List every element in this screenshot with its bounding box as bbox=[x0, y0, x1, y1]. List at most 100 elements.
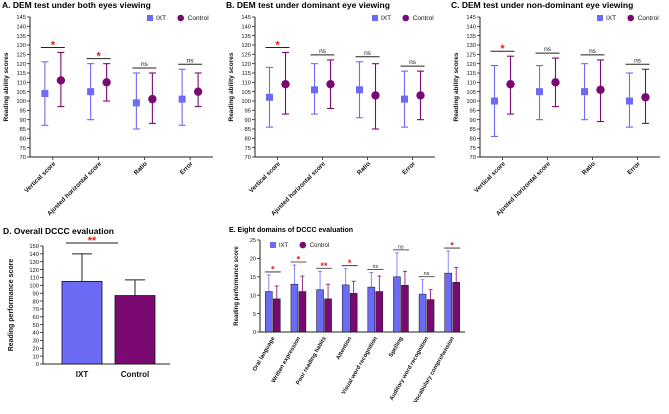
e-bar-control bbox=[401, 285, 409, 333]
b-significance-label: ns bbox=[409, 59, 417, 66]
e-y-tick-label: 10 bbox=[250, 293, 256, 299]
b-y-tick-label: 130 bbox=[241, 43, 251, 49]
a-significance-label: * bbox=[51, 39, 56, 51]
a-y-tick-label: 85 bbox=[20, 127, 26, 133]
a-y-tick-label: 100 bbox=[16, 99, 26, 105]
b-significance-label: * bbox=[275, 39, 280, 51]
c-point-control bbox=[641, 93, 650, 102]
b-y-tick-label: 120 bbox=[241, 62, 251, 68]
c-point-control bbox=[551, 78, 560, 87]
c-y-tick-label: 95 bbox=[470, 109, 476, 115]
a-y-tick-label: 95 bbox=[20, 109, 26, 115]
b-point-control bbox=[326, 80, 335, 89]
b-point-control bbox=[281, 80, 290, 89]
a-y-tick-label: 110 bbox=[17, 81, 26, 87]
a-y-tick-label: 115 bbox=[17, 71, 26, 77]
d-y-tick-label: 20 bbox=[33, 346, 39, 352]
b-legend-label-control: Control bbox=[413, 15, 435, 22]
b-y-tick-label: 105 bbox=[241, 90, 251, 96]
b-y-tick-label: 90 bbox=[245, 118, 251, 124]
d-y-tick-label: 50 bbox=[33, 323, 39, 329]
e-significance-label: ns bbox=[398, 244, 404, 250]
b-y-tick-label: 80 bbox=[245, 137, 251, 143]
c-y-tick-label: 120 bbox=[466, 62, 476, 68]
e-y-axis-label: Reading performance score bbox=[234, 246, 240, 326]
a-x-tick-label: Error bbox=[179, 160, 195, 176]
e-x-tick-label: Poor reading habits bbox=[295, 336, 327, 386]
b-legend-label-ixt: IXT bbox=[381, 15, 391, 22]
c-point-ixt bbox=[626, 97, 633, 105]
d-y-tick-label: 40 bbox=[33, 331, 39, 337]
e-significance-label: * bbox=[271, 264, 275, 274]
e-y-tick-label: 20 bbox=[250, 257, 256, 263]
b-y-tick-label: 145 bbox=[241, 15, 251, 21]
c-significance-label: ns bbox=[634, 57, 642, 64]
c-legend-marker-ixt bbox=[597, 15, 603, 21]
e-legend-marker-control bbox=[299, 241, 307, 249]
b-point-ixt bbox=[401, 95, 408, 103]
c-y-tick-label: 75 bbox=[470, 146, 476, 152]
b-legend-marker-control bbox=[402, 14, 410, 22]
d-y-tick-label: 150 bbox=[29, 244, 39, 250]
a-significance-label: ns bbox=[187, 57, 195, 64]
c-y-tick-label: 80 bbox=[470, 137, 476, 143]
e-legend-label-ixt: IXT bbox=[279, 243, 289, 249]
c-legend-label-control: Control bbox=[638, 15, 660, 22]
e-significance-label: * bbox=[297, 255, 301, 265]
c-y-tick-label: 145 bbox=[466, 15, 476, 21]
a-legend-marker-control bbox=[177, 14, 184, 22]
a-y-tick-label: 105 bbox=[16, 90, 26, 96]
d-y-tick-label: 110 bbox=[30, 276, 39, 282]
d-y-axis-label: Reading performance score bbox=[8, 259, 15, 352]
d-y-tick-label: 60 bbox=[33, 315, 39, 321]
c-y-tick-label: 110 bbox=[467, 81, 476, 87]
b-y-tick-label: 70 bbox=[245, 155, 251, 161]
e-x-tick-label: Attention bbox=[336, 336, 354, 361]
d-y-tick-label: 0 bbox=[36, 362, 39, 368]
b-significance-label: ns bbox=[364, 50, 372, 57]
a-x-tick-label: Ratio bbox=[133, 160, 149, 176]
a-point-control bbox=[193, 87, 203, 96]
d-x-tick-label: Control bbox=[121, 370, 149, 379]
panel-c-title: C. DEM test under non-dominant eye viewi… bbox=[451, 0, 633, 10]
c-significance-label: ns bbox=[544, 46, 552, 53]
panel-e-bar-chart: E. Eight domains of DCCC evaluation 0 5 10… bbox=[229, 227, 465, 404]
b-point-control bbox=[416, 91, 425, 100]
a-point-ixt bbox=[87, 88, 95, 96]
c-legend-marker-control bbox=[627, 14, 634, 22]
c-y-tick-label: 115 bbox=[467, 71, 476, 77]
a-point-ixt bbox=[132, 99, 140, 107]
b-x-tick-label: Error bbox=[401, 160, 417, 176]
b-point-ixt bbox=[311, 86, 318, 94]
a-x-tick-label: Vertical score bbox=[23, 160, 57, 194]
a-y-tick-label: 145 bbox=[16, 15, 26, 21]
d-y-tick-label: 80 bbox=[33, 299, 39, 305]
c-y-tick-label: 140 bbox=[466, 25, 476, 31]
c-y-tick-label: 130 bbox=[466, 43, 476, 49]
e-bar-control bbox=[349, 293, 358, 333]
a-point-ixt bbox=[178, 95, 186, 103]
panel-a-title: A. DEM test under both eyes viewing bbox=[2, 0, 151, 10]
e-y-tick-label: 5 bbox=[253, 312, 256, 318]
d-y-tick-label: 100 bbox=[29, 284, 39, 290]
e-bar-ixt bbox=[367, 286, 376, 333]
d-x-tick-label: IXT bbox=[76, 370, 89, 379]
panel-d-bar-chart: D. Overall DCCC evaluation 0102030405060… bbox=[3, 226, 170, 379]
a-y-tick-label: 75 bbox=[20, 146, 26, 152]
a-x-tick-label: Ajusted horizontal score bbox=[46, 160, 103, 217]
b-legend-marker-ixt bbox=[372, 15, 378, 21]
e-x-tick-label: Oral language bbox=[252, 335, 277, 372]
c-y-tick-label: 100 bbox=[466, 99, 476, 105]
e-bar-ixt bbox=[265, 291, 273, 333]
e-bar-control bbox=[452, 282, 460, 333]
b-x-tick-label: Ratio bbox=[356, 160, 372, 176]
d-bar-ixt bbox=[61, 280, 103, 365]
c-y-tick-label: 70 bbox=[470, 155, 476, 161]
b-y-tick-label: 85 bbox=[245, 127, 251, 133]
a-y-tick-label: 120 bbox=[16, 62, 26, 68]
panel-e-title: E. Eight domains of DCCC evaluation bbox=[229, 227, 353, 234]
e-y-tick-label: 15 bbox=[250, 275, 256, 281]
e-significance-label: ** bbox=[321, 261, 329, 271]
a-point-control bbox=[148, 94, 157, 104]
